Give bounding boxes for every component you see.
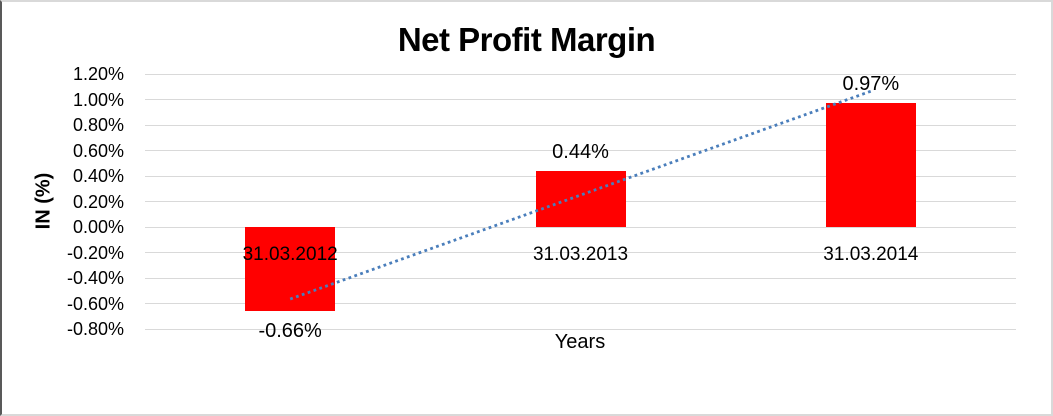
- chart-title: Net Profit Margin: [397, 21, 656, 58]
- data-label: 0.97%: [842, 73, 900, 96]
- bar: [245, 227, 336, 312]
- y-tick-label: -0.60%: [66, 293, 124, 314]
- category-label: 31.03.2013: [532, 244, 629, 265]
- data-label: 0.44%: [552, 140, 609, 163]
- y-tick-label: 0.00%: [72, 217, 124, 237]
- x-axis-title: Years: [554, 331, 606, 353]
- y-tick-label: 0.60%: [72, 140, 124, 161]
- y-tick-label: -0.40%: [66, 268, 124, 288]
- y-tick-label: 1.20%: [72, 64, 124, 84]
- bar: [535, 170, 626, 227]
- y-tick-label: -0.80%: [66, 319, 124, 339]
- category-label: 31.03.2014: [823, 244, 919, 265]
- y-tick-label: 1.00%: [72, 89, 124, 110]
- data-label: -0.66%: [258, 320, 322, 343]
- gridline: [145, 303, 1016, 304]
- y-tick-label: -0.20%: [66, 242, 124, 263]
- bar: [825, 103, 916, 227]
- gridline: [145, 99, 1016, 100]
- y-tick-label: 0.20%: [72, 191, 124, 212]
- gridline: [145, 328, 1016, 330]
- gridline: [145, 73, 1016, 75]
- y-tick-label: 0.40%: [72, 166, 124, 186]
- y-tick-label: 0.80%: [72, 115, 124, 135]
- category-label: 31.03.2012: [242, 244, 338, 265]
